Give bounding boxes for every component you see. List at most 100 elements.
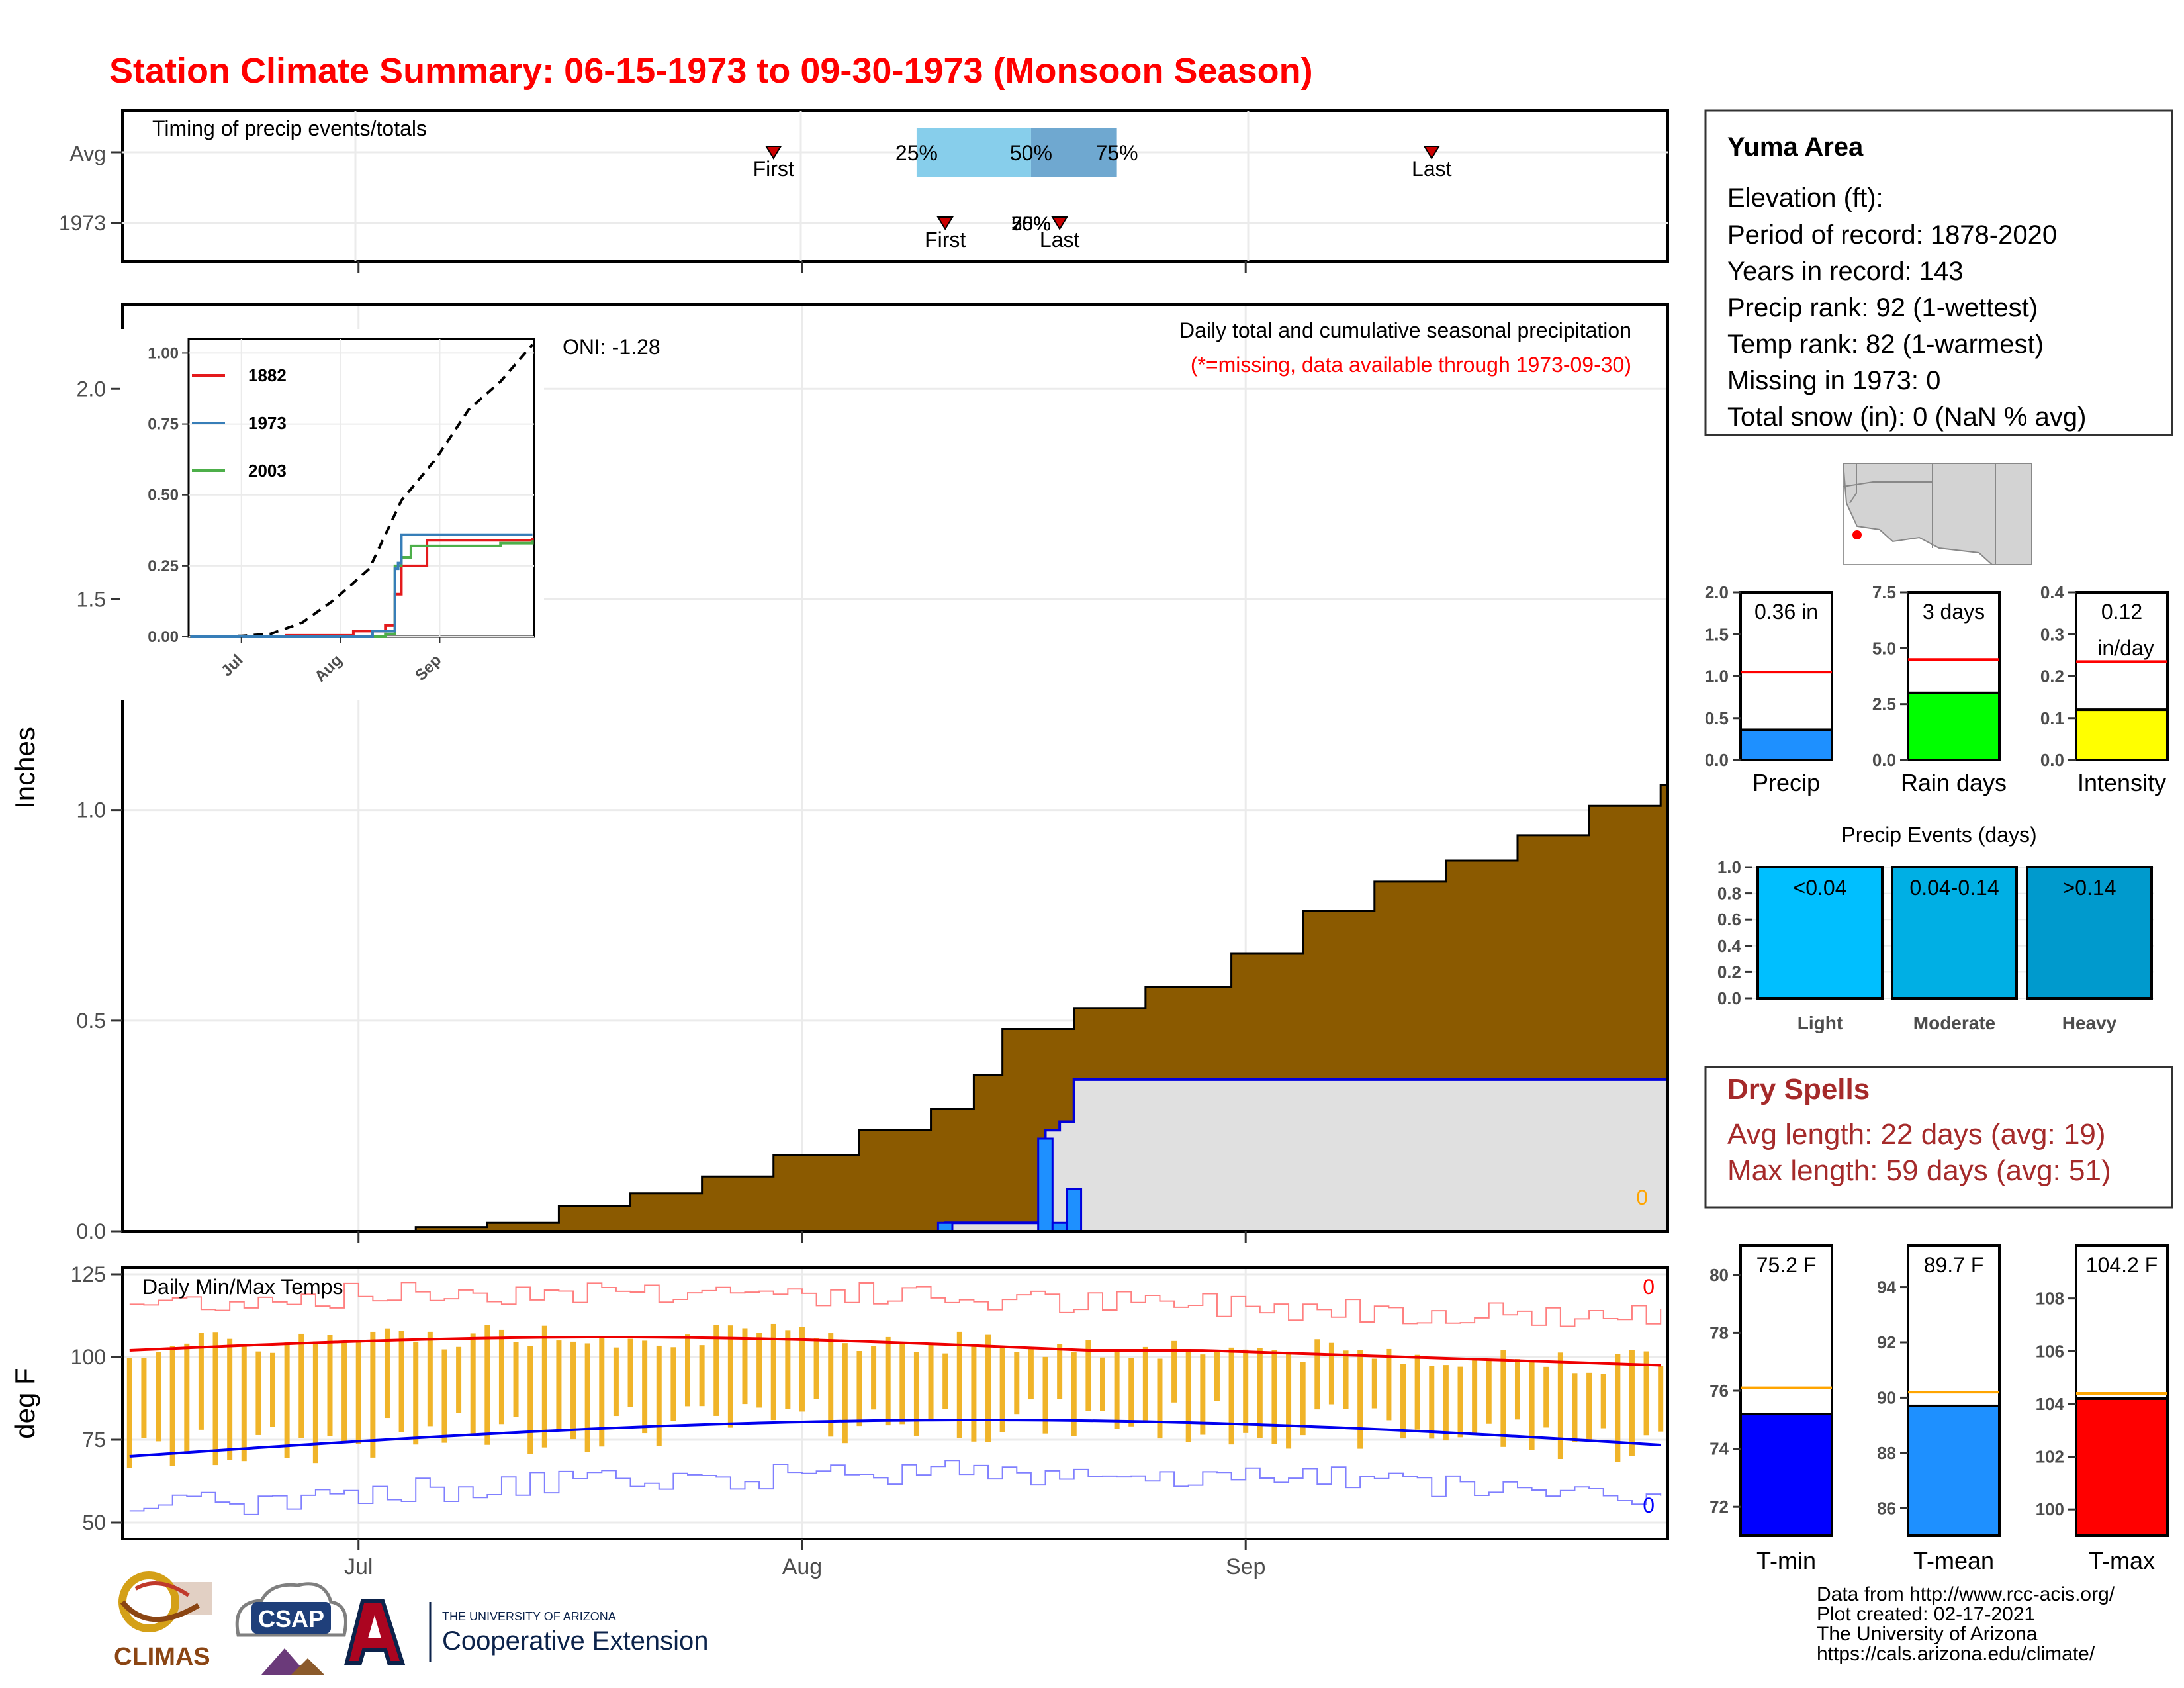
- inset-y-tick-label: 0.75: [148, 416, 179, 434]
- daily-temp-bar: [1586, 1372, 1592, 1441]
- inset-y-tick-label: 0.00: [148, 628, 179, 646]
- event-bar-moderate: 0.04-0.14 Moderate: [1891, 866, 2018, 1033]
- daily-temp-bar: [942, 1353, 948, 1409]
- avg-last-label: Last: [1412, 157, 1452, 181]
- daily-temp-bar: [1572, 1373, 1578, 1442]
- year-first-marker: [936, 216, 954, 230]
- daily-temp-bar: [1472, 1357, 1478, 1434]
- daily-temp-bar: [1658, 1366, 1664, 1432]
- daily-temp-bar: [799, 1327, 805, 1412]
- y-tick-label: 1.0: [1705, 667, 1729, 686]
- y-tick-label: 0.4: [2040, 583, 2065, 602]
- daily-temp-bar: [184, 1343, 190, 1454]
- daily-temp-bar: [842, 1343, 848, 1444]
- daily-temp-bar: [1529, 1360, 1535, 1450]
- daily-temp-bar: [1557, 1352, 1563, 1460]
- daily-temp-bar: [312, 1341, 318, 1464]
- temp-bar-value: [2075, 1397, 2169, 1538]
- y-tick-label: 78: [1709, 1323, 1729, 1342]
- y-tick-label: 0.0: [1872, 750, 1896, 770]
- mini-bar-value-text: 0.36 in: [1754, 600, 1818, 624]
- y-tick-label: 0.0: [77, 1219, 106, 1243]
- y-tick-label: 108: [2036, 1289, 2064, 1309]
- season-temp-bars: 72 74 76 78 80 75.2 F T-min 86 88 90 92 94 89.7 F T-m…: [1709, 1244, 2169, 1574]
- temp-bar-t-max: 100 102 104 106 108 104.2 F T-max: [2036, 1244, 2169, 1574]
- daily-temp-bar: [871, 1346, 877, 1410]
- avg-quartile-box-high: [1030, 128, 1117, 177]
- temp-bar-value-text: 89.7 F: [1924, 1253, 1984, 1277]
- daily-temp-bar: [384, 1328, 390, 1419]
- timing-row-year: 1973: [59, 211, 106, 235]
- daily-temp-bar: [1429, 1366, 1435, 1439]
- temp-label: Daily Min/Max Temps: [142, 1275, 343, 1299]
- y-tick-label: 100: [2036, 1499, 2064, 1519]
- climas-logo-text: CLIMAS: [114, 1643, 210, 1671]
- daily-temp-bar: [913, 1352, 919, 1436]
- mini-bar-value-text: 0.12: [2101, 600, 2142, 624]
- event-bar-heavy: >0.14 Heavy: [2026, 866, 2153, 1033]
- daily-temp-bar: [627, 1338, 633, 1407]
- daily-temp-bar: [656, 1345, 662, 1446]
- y-tick-label: 76: [1709, 1381, 1729, 1401]
- timing-label: Timing of precip events/totals: [152, 117, 427, 140]
- temp-bar-label: T-mean: [1913, 1547, 1994, 1574]
- temp-panel: 50 75 100 125 Daily Min/Max Temps 0 0 deg F…: [9, 261, 1669, 1579]
- csap-logo: CSAP: [235, 1582, 347, 1675]
- station-info-box: Yuma Area Elevation (ft): Period of reco…: [1704, 109, 2173, 436]
- mini-bar-value: [1739, 728, 1833, 761]
- daily-temp-bar: [241, 1344, 247, 1462]
- locator-map: [1842, 463, 2032, 565]
- y-tick-label: 7.5: [1872, 583, 1896, 602]
- y-tick-label: 1.0: [1717, 857, 1741, 877]
- daily-temp-bar: [527, 1346, 533, 1454]
- pct-75-label: 75%: [1096, 141, 1138, 165]
- y-tick-label: 0.0: [1717, 988, 1741, 1008]
- mini-bar-value: [1907, 691, 2001, 762]
- dry-spells-max: Max length: 59 days (avg: 51): [1727, 1154, 2111, 1187]
- daily-temp-bar: [427, 1331, 433, 1427]
- daily-temp-bar: [813, 1338, 819, 1399]
- inset-average-line: [190, 344, 534, 638]
- daily-temp-bar: [227, 1338, 233, 1460]
- inset-y-tick-label: 0.50: [148, 487, 179, 504]
- y-tick-label: 0.2: [2040, 667, 2064, 686]
- daily-temp-bar: [1085, 1340, 1091, 1411]
- event-bin-label: 0.04-0.14: [1909, 876, 1999, 900]
- dry-spells-avg: Avg length: 22 days (avg: 19): [1727, 1118, 2106, 1150]
- y-tick-label: 1.5: [1705, 624, 1729, 644]
- timing-row-avg: Avg: [69, 142, 106, 165]
- avg-last-marker: [1423, 146, 1441, 160]
- x-tick-label: Sep: [1226, 1554, 1266, 1579]
- daily-temp-bar: [1600, 1374, 1606, 1429]
- daily-temp-bar: [742, 1328, 748, 1405]
- y-tick-label: 0.2: [1717, 962, 1741, 982]
- y-tick-label: 0.4: [1717, 936, 1742, 956]
- page-title: Station Climate Summary: 06-15-1973 to 0…: [109, 51, 1313, 91]
- daily-temp-bar: [1257, 1348, 1263, 1438]
- mini-bar-label: Intensity: [2077, 769, 2166, 796]
- y-tick-label: 75: [82, 1428, 106, 1452]
- temp-bar-value-text: 104.2 F: [2086, 1253, 2158, 1277]
- daily-temp-bar: [1099, 1357, 1105, 1411]
- dry-spells-box: Dry Spells Avg length: 22 days (avg: 19)…: [1704, 1066, 2173, 1209]
- daily-temp-bar: [541, 1325, 547, 1448]
- daily-temp-bar: [1114, 1352, 1120, 1429]
- temp-min-missing: 0: [1643, 1493, 1655, 1517]
- daily-temp-bar: [1071, 1352, 1077, 1436]
- coop-extension-text: Cooperative Extension: [442, 1626, 708, 1656]
- daily-temp-bar: [699, 1345, 705, 1407]
- inset-legend: 1882 1973 2003: [192, 365, 287, 481]
- daily-temp-bar: [727, 1325, 733, 1428]
- y-tick-label: 0.6: [1717, 910, 1741, 929]
- daily-temp-bar: [556, 1340, 562, 1431]
- precip-desc: Daily total and cumulative seasonal prec…: [1179, 318, 1631, 342]
- daily-temp-bar: [1142, 1346, 1148, 1421]
- daily-temp-bar: [1343, 1350, 1349, 1409]
- precip-missing-count: 0: [1636, 1186, 1648, 1209]
- temp-ylabel: deg F: [9, 1368, 40, 1438]
- events-title: Precip Events (days): [1841, 823, 2036, 847]
- y-tick-label: 88: [1877, 1443, 1896, 1463]
- daily-temp-bar: [584, 1343, 590, 1452]
- info-precip-rank: Precip rank: 92 (1-wettest): [1727, 293, 2038, 322]
- inset-y-tick-label: 1.00: [148, 344, 179, 362]
